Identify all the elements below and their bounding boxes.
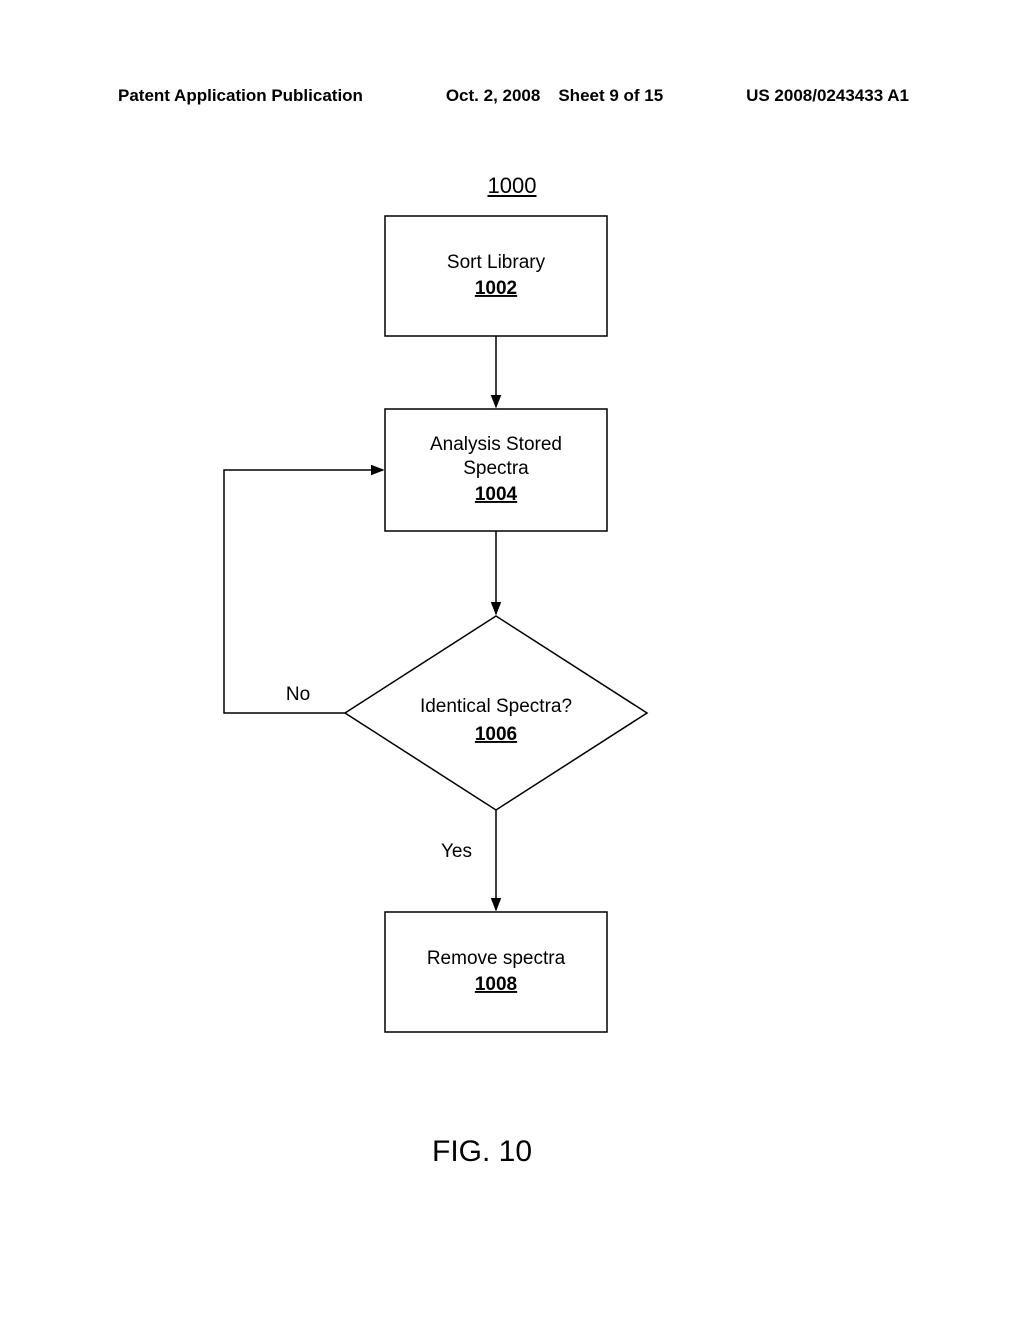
node-identical-text: Identical Spectra? — [420, 696, 572, 717]
figure-label: FIG. 10 — [432, 1135, 532, 1169]
node-analysis-ref: 1004 — [475, 484, 518, 505]
node-remove-spectra — [385, 912, 607, 1032]
node-identical-ref: 1006 — [475, 724, 517, 745]
edge-label-no: No — [286, 684, 310, 705]
flowchart: Sort Library 1002 Analysis Stored Spectr… — [0, 0, 1024, 1320]
node-analysis-text1: Analysis Stored — [430, 434, 562, 455]
node-sort-library-ref: 1002 — [475, 278, 517, 299]
edge-label-yes: Yes — [441, 841, 472, 862]
node-sort-library — [385, 216, 607, 336]
edge-no-loop — [224, 470, 383, 713]
node-remove-text: Remove spectra — [427, 948, 566, 969]
node-analysis-text2: Spectra — [463, 458, 529, 479]
node-remove-ref: 1008 — [475, 974, 517, 995]
node-sort-library-text: Sort Library — [447, 252, 546, 273]
